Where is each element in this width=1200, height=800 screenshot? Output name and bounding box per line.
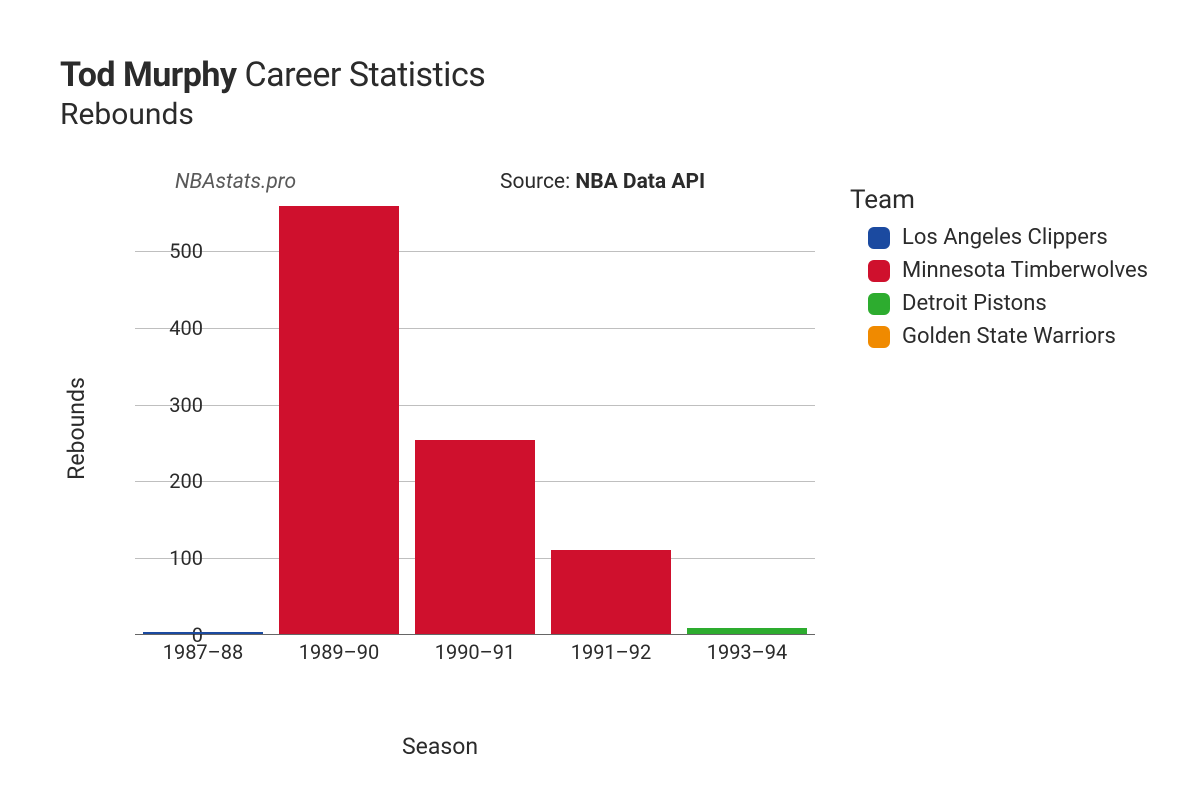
bar — [143, 632, 263, 634]
plot-area: 01002003004005001987–881989–901990–91199… — [135, 205, 815, 635]
chart-area: NBAstats.pro Source: NBA Data API Reboun… — [60, 175, 820, 695]
legend-label: Golden State Warriors — [902, 324, 1116, 349]
x-tick-label: 1991–92 — [571, 640, 652, 664]
legend-item: Minnesota Timberwolves — [850, 258, 1180, 283]
legend-item: Los Angeles Clippers — [850, 225, 1180, 250]
chart-title-line2: Rebounds — [60, 97, 1160, 132]
chart-title-line1: Tod Murphy Career Statistics — [60, 55, 1160, 95]
x-tick-label: 1989–90 — [299, 640, 380, 664]
source-credit: Source: NBA Data API — [500, 170, 705, 194]
x-tick-label: 1987–88 — [163, 640, 244, 664]
legend: Team Los Angeles Clippers Minnesota Timbe… — [850, 185, 1180, 357]
gridline — [135, 251, 815, 252]
bar — [551, 550, 671, 634]
title-suffix: Career Statistics — [244, 55, 485, 95]
legend-swatch — [868, 326, 890, 348]
legend-swatch — [868, 227, 890, 249]
source-prefix: Source: — [500, 170, 575, 194]
legend-title: Team — [850, 185, 1180, 215]
bar — [415, 440, 535, 634]
x-tick-label: 1993–94 — [707, 640, 788, 664]
legend-label: Minnesota Timberwolves — [902, 258, 1148, 283]
legend-item: Detroit Pistons — [850, 291, 1180, 316]
y-tick-label: 300 — [143, 393, 203, 417]
legend-label: Detroit Pistons — [902, 291, 1047, 316]
bar — [279, 206, 399, 634]
x-axis-label: Season — [60, 733, 820, 760]
player-name: Tod Murphy — [60, 55, 237, 95]
legend-label: Los Angeles Clippers — [902, 225, 1108, 250]
watermark-text: NBAstats.pro — [175, 170, 296, 194]
gridline — [135, 405, 815, 406]
legend-swatch — [868, 260, 890, 282]
y-axis-label: Rebounds — [63, 377, 90, 480]
legend-item: Golden State Warriors — [850, 324, 1180, 349]
legend-swatch — [868, 293, 890, 315]
bar — [687, 628, 807, 634]
y-tick-label: 400 — [143, 316, 203, 340]
y-tick-label: 100 — [143, 546, 203, 570]
x-tick-label: 1990–91 — [435, 640, 516, 664]
y-tick-label: 500 — [143, 239, 203, 263]
y-tick-label: 200 — [143, 469, 203, 493]
gridline — [135, 328, 815, 329]
source-name: NBA Data API — [575, 170, 705, 194]
